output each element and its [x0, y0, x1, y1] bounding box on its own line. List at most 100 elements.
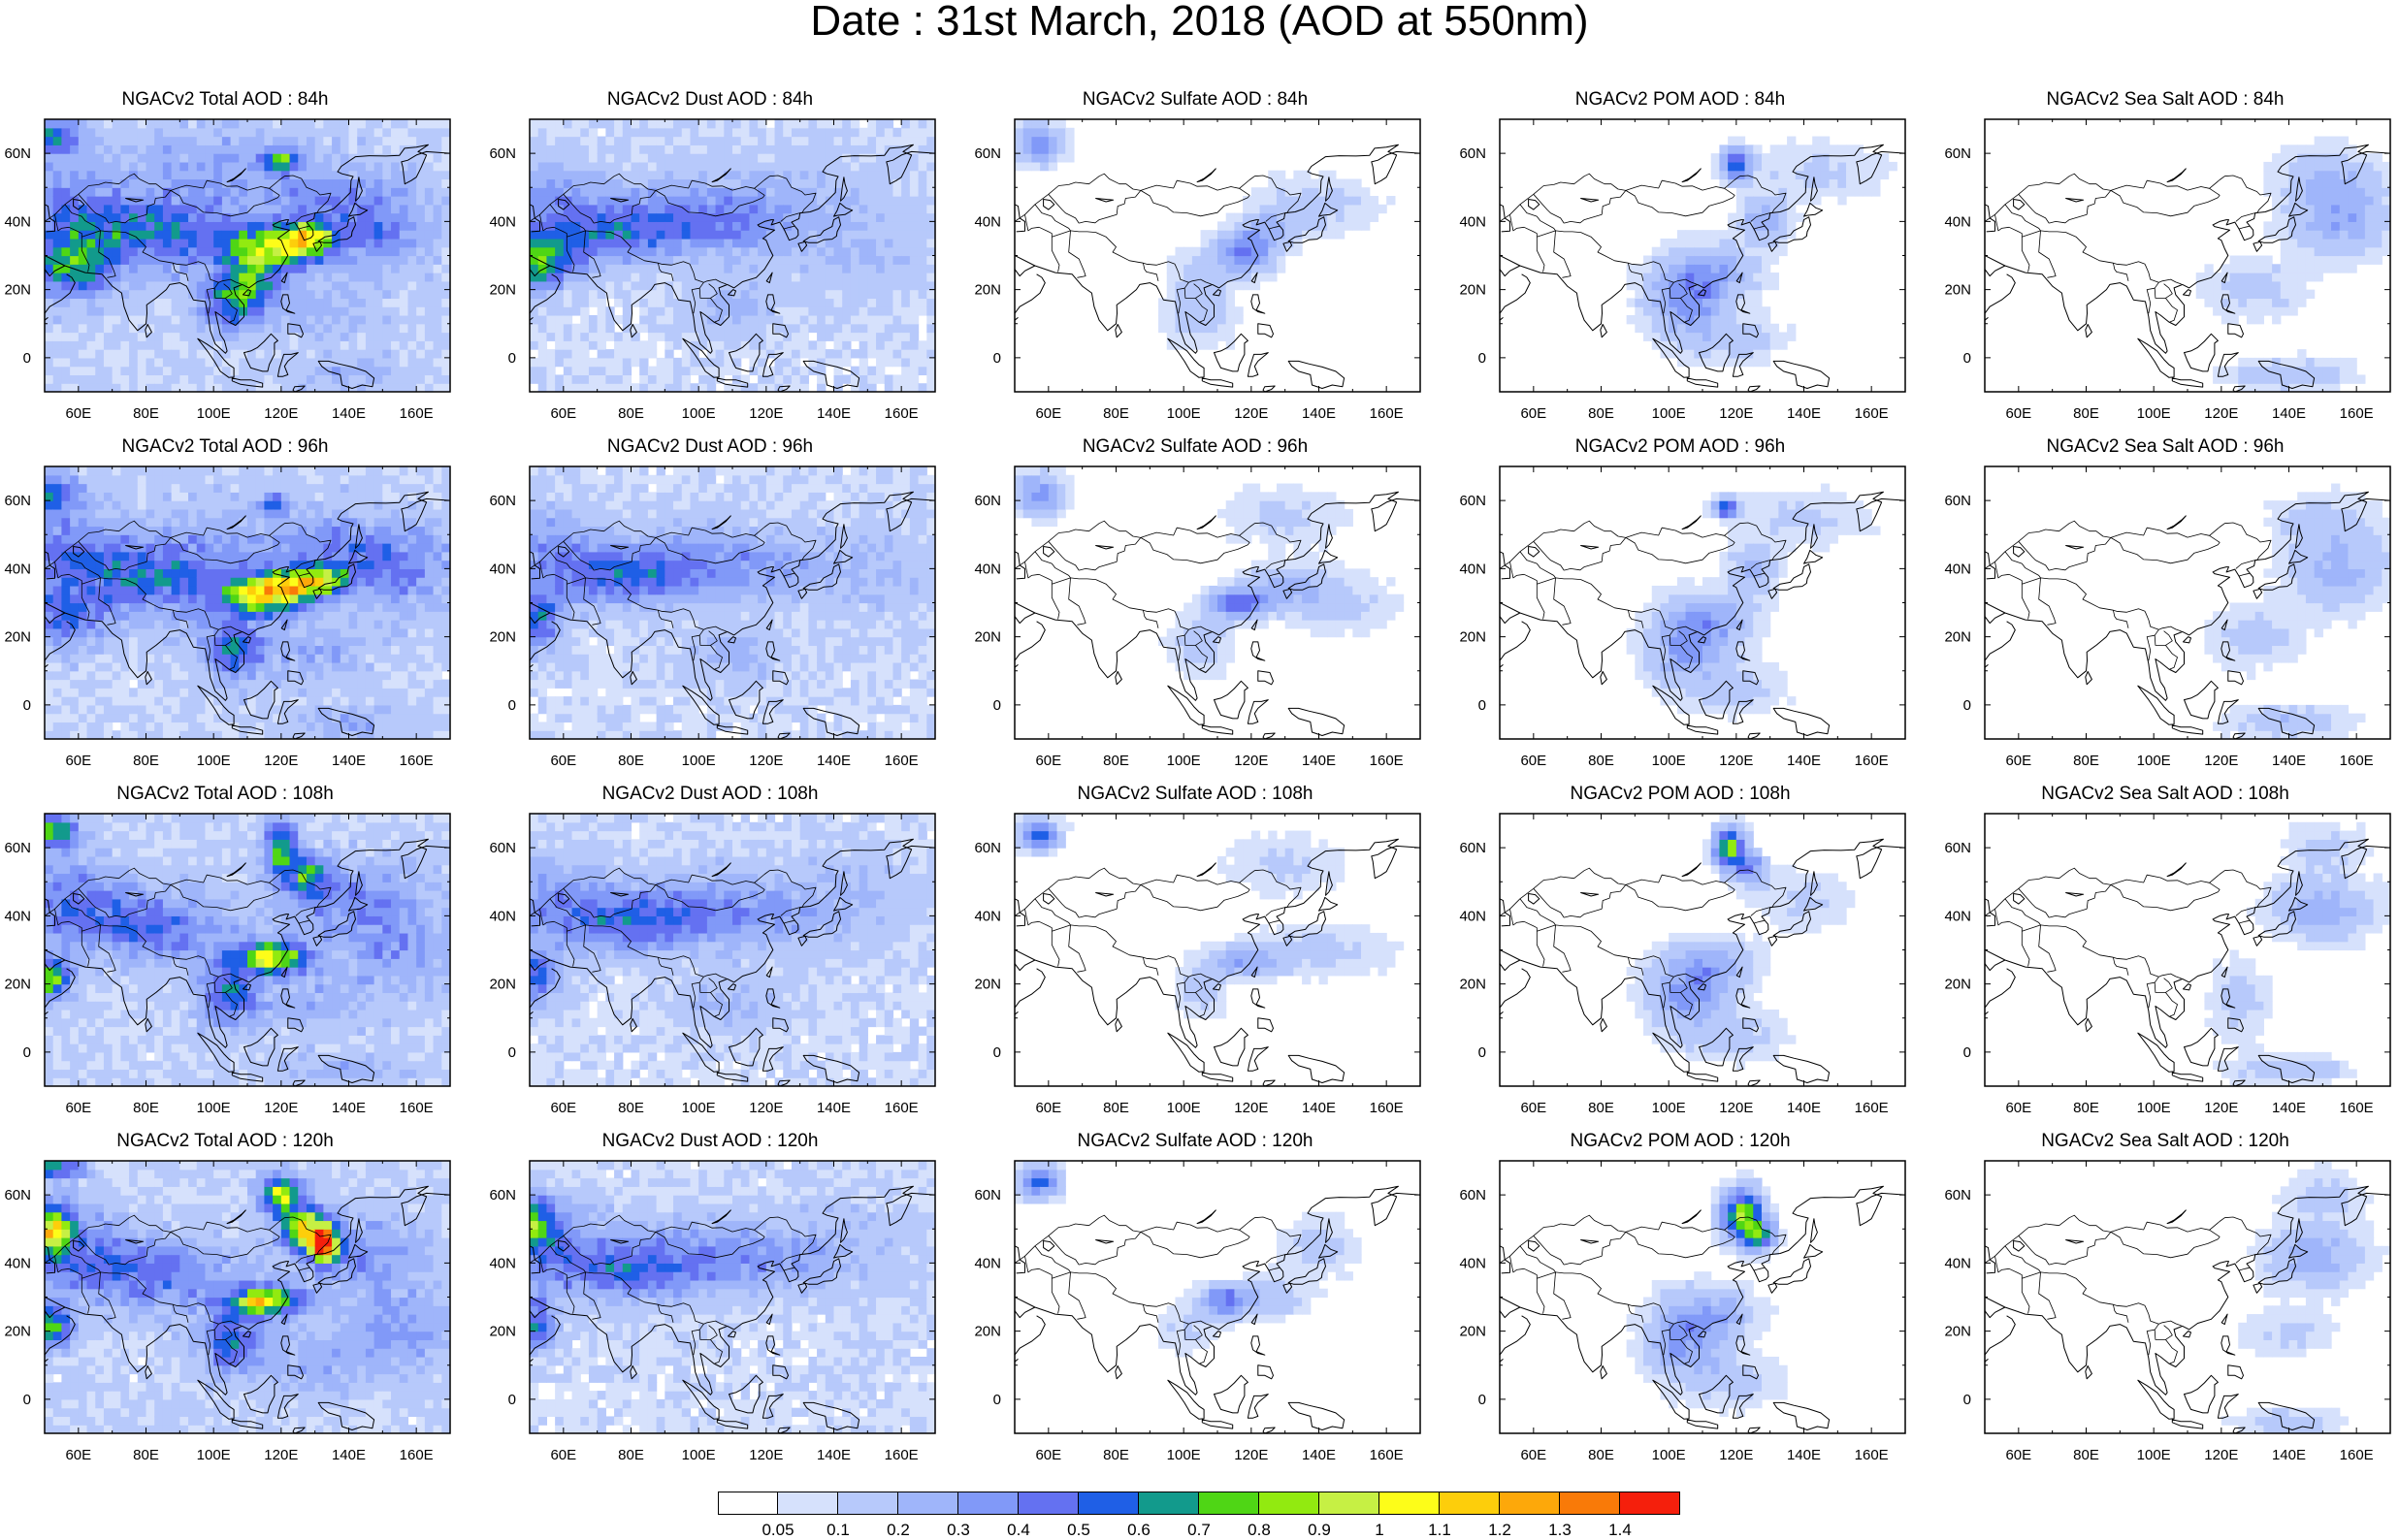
x-tick-label: 100E: [197, 1447, 231, 1463]
x-tick-label: 80E: [2073, 1100, 2099, 1116]
x-tick-label: 60E: [1520, 1447, 1546, 1463]
x-tick-label: 100E: [1167, 753, 1201, 769]
x-tick-label: 80E: [133, 1100, 159, 1116]
x-tick-label: 120E: [749, 405, 783, 422]
x-tick-label: 160E: [1855, 1100, 1889, 1116]
y-tick-label: 0: [508, 1044, 516, 1061]
country-borders: [1500, 1214, 1787, 1364]
y-tick-label: 20N: [489, 1324, 516, 1340]
y-tick-label: 0: [1963, 350, 1971, 367]
x-tick-label: 100E: [682, 405, 716, 422]
coastlines: [45, 491, 450, 739]
x-tick-label: 160E: [400, 1447, 434, 1463]
map-plot: 60E 80E 100E 120E 140E 160E 60N 40N 20N 0: [1459, 813, 1906, 1116]
x-tick-label: 140E: [332, 1100, 366, 1116]
y-tick-label: 0: [508, 350, 516, 367]
x-tick-label: 80E: [133, 405, 159, 422]
country-borders: [1015, 867, 1302, 1017]
x-tick-label: 160E: [1855, 405, 1889, 422]
coastlines: [1015, 1185, 1420, 1433]
aod-field: [1626, 814, 1856, 1071]
y-tick-label: 60N: [489, 840, 516, 856]
y-tick-label: 0: [23, 350, 31, 367]
y-tick-label: 0: [1963, 1044, 1971, 1061]
y-tick-label: 60N: [4, 493, 31, 509]
x-tick-label: 160E: [2340, 1447, 2374, 1463]
y-tick-label: 0: [1478, 697, 1486, 714]
y-tick-label: 60N: [974, 840, 1001, 856]
y-tick-label: 60N: [974, 145, 1001, 162]
x-tick-label: 80E: [133, 1447, 159, 1463]
colorbar-label: 0.5: [1067, 1521, 1090, 1539]
colorbar-swatch: [1019, 1492, 1079, 1515]
panel-title: NGACv2 Total AOD : 108h: [116, 784, 334, 804]
y-tick-label: 20N: [489, 629, 516, 646]
x-tick-label: 80E: [1103, 753, 1129, 769]
map-plot: 60E 80E 100E 120E 140E 160E 60N 40N 20N 0: [489, 813, 936, 1116]
y-tick-label: 0: [993, 697, 1001, 714]
x-tick-label: 120E: [2204, 405, 2238, 422]
y-tick-label: 40N: [1459, 213, 1486, 230]
y-tick-label: 60N: [1944, 1187, 1971, 1203]
colorbar-label: 1.1: [1428, 1521, 1451, 1539]
country-borders: [530, 520, 817, 670]
x-tick-label: 80E: [618, 753, 644, 769]
coastlines: [1015, 838, 1420, 1086]
x-tick-label: 160E: [1855, 1447, 1889, 1463]
y-tick-label: 60N: [1459, 840, 1486, 856]
country-borders: [530, 173, 817, 323]
x-tick-label: 60E: [550, 1447, 576, 1463]
y-tick-label: 20N: [4, 977, 31, 993]
x-tick-label: 140E: [332, 753, 366, 769]
x-tick-label: 60E: [1520, 1100, 1546, 1116]
map-plot: 60E 80E 100E 120E 140E 160E 60N 40N 20N 0: [1944, 465, 2391, 769]
x-tick-label: 120E: [1234, 405, 1268, 422]
x-tick-label: 120E: [264, 753, 298, 769]
y-tick-label: 0: [1963, 1392, 1971, 1408]
panel-title: NGACv2 Sulfate AOD : 96h: [1082, 436, 1309, 457]
y-tick-label: 20N: [1944, 282, 1971, 299]
y-tick-label: 40N: [974, 1255, 1001, 1271]
colorbar-label: 0.4: [1007, 1521, 1030, 1539]
coastlines: [1500, 838, 1905, 1086]
y-tick-label: 40N: [1944, 561, 1971, 577]
panel-title: NGACv2 Dust AOD : 84h: [606, 89, 814, 110]
coastlines: [1500, 1185, 1905, 1433]
y-tick-label: 40N: [4, 213, 31, 230]
coastlines: [1015, 144, 1420, 392]
x-tick-label: 160E: [1370, 1447, 1404, 1463]
country-borders: [45, 520, 332, 670]
x-tick-label: 160E: [1855, 753, 1889, 769]
x-tick-label: 80E: [618, 405, 644, 422]
y-tick-label: 0: [1478, 1392, 1486, 1408]
x-tick-label: 60E: [65, 1447, 91, 1463]
x-tick-label: 100E: [197, 1100, 231, 1116]
x-tick-label: 80E: [618, 1447, 644, 1463]
x-tick-label: 120E: [1719, 405, 1753, 422]
x-tick-label: 140E: [817, 1100, 851, 1116]
map-panel-seasalt-84h: NGACv2 Sea Salt AOD : 84h 60E 80E 100E 120E 1…: [1940, 90, 2391, 464]
map-panel-sulfate-96h: NGACv2 Sulfate AOD : 96h 60E 80E 100E 120E 14…: [970, 437, 1421, 811]
x-tick-label: 100E: [1167, 1447, 1201, 1463]
colorbar-swatch: [1440, 1492, 1500, 1515]
y-tick-label: 0: [23, 1044, 31, 1061]
y-tick-label: 60N: [1944, 493, 1971, 509]
country-borders: [1500, 867, 1787, 1017]
y-tick-label: 40N: [489, 908, 516, 924]
y-tick-label: 40N: [489, 213, 516, 230]
y-tick-label: 20N: [974, 977, 1001, 993]
x-tick-label: 100E: [682, 753, 716, 769]
map-panel-pom-108h: NGACv2 POM AOD : 108h 60E 80E 100E 120E 140E 1…: [1455, 785, 1906, 1158]
map-plot: 60E 80E 100E 120E 140E 160E 60N 40N 20N 0: [974, 813, 1421, 1116]
y-tick-label: 20N: [1459, 977, 1486, 993]
y-tick-label: 20N: [4, 282, 31, 299]
y-tick-label: 20N: [1459, 1324, 1486, 1340]
x-tick-label: 120E: [1719, 1447, 1753, 1463]
map-panel-dust-96h: NGACv2 Dust AOD : 96h 60E 80E 100E 120E 140E 1…: [485, 437, 936, 811]
colorbar-swatch: [1500, 1492, 1560, 1515]
map-panel-seasalt-108h: NGACv2 Sea Salt AOD : 108h 60E 80E 100E 120E…: [1940, 785, 2391, 1158]
panel-title: NGACv2 Sea Salt AOD : 120h: [2041, 1131, 2289, 1151]
x-tick-label: 160E: [885, 405, 919, 422]
country-borders: [1500, 173, 1787, 323]
y-tick-label: 20N: [1459, 282, 1486, 299]
